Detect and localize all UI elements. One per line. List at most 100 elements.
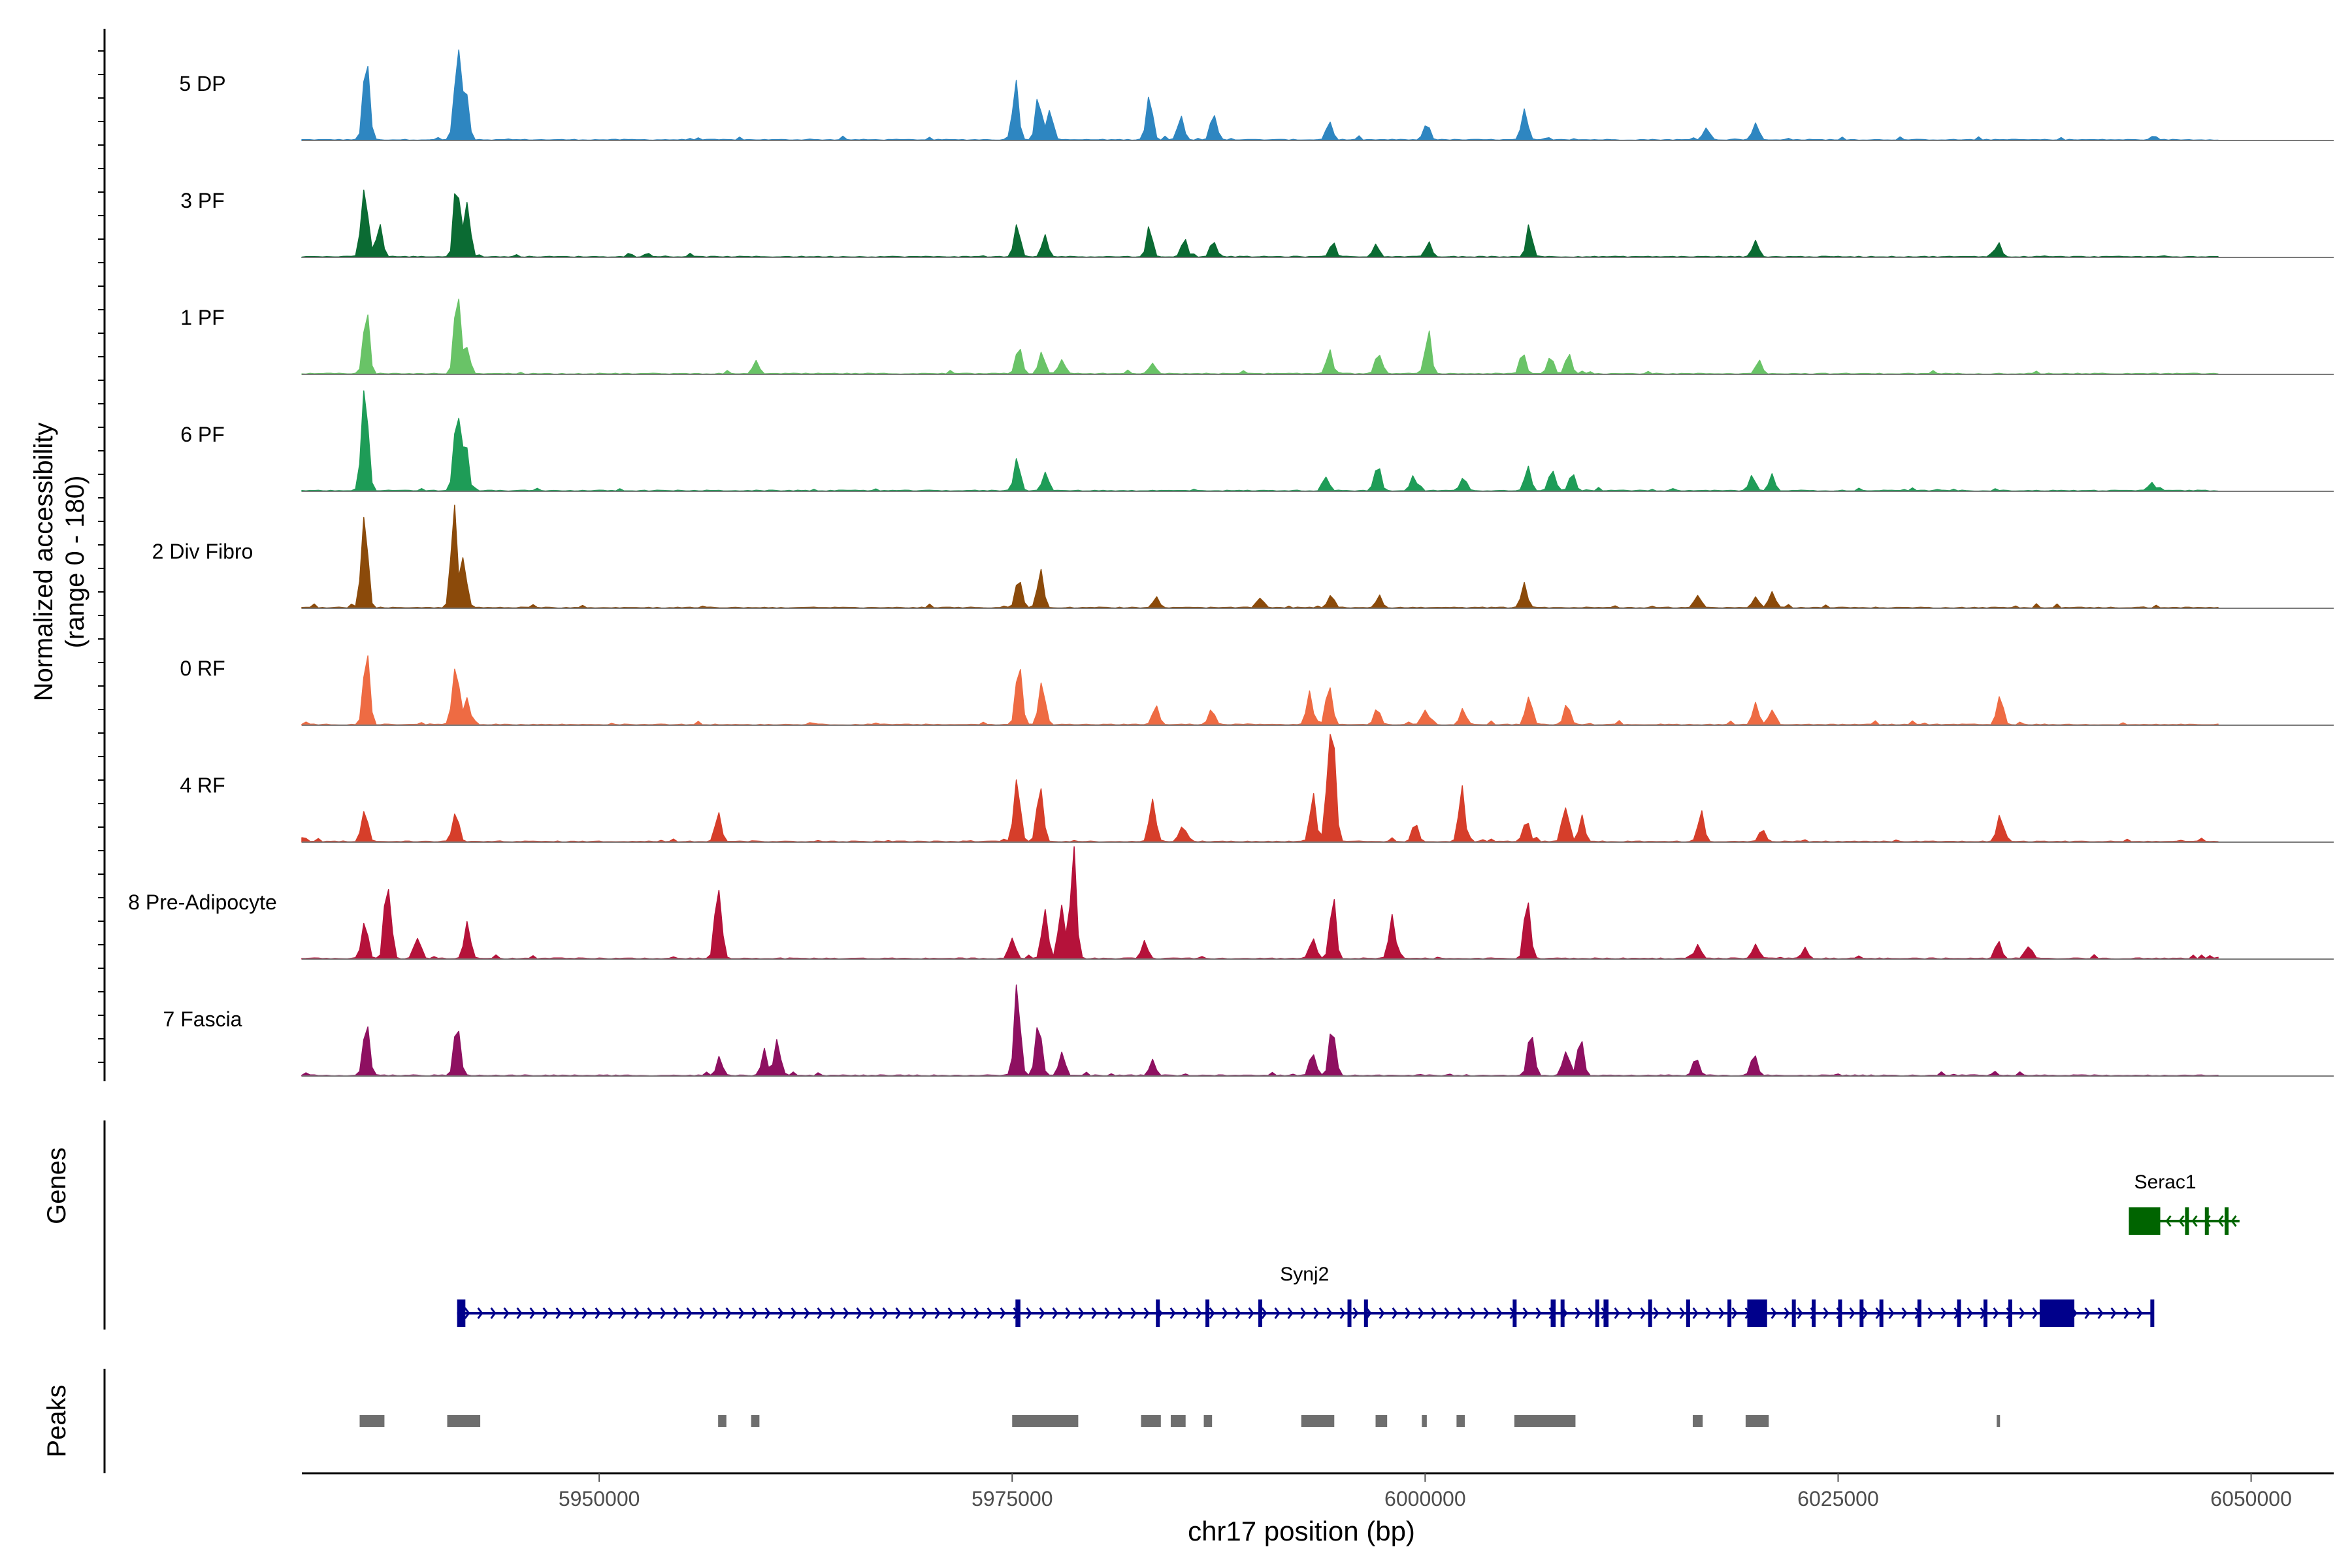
strand-arrow [1679, 1307, 1686, 1319]
gene-exon [1648, 1299, 1652, 1327]
peak-region [1745, 1415, 1769, 1427]
peak-region [718, 1415, 727, 1427]
strand-arrow [908, 1307, 915, 1319]
strand-arrow [764, 1307, 771, 1319]
x-axis-label: chr17 position (bp) [1188, 1516, 1415, 1546]
gene-synj2: Synj2 [457, 1264, 2155, 1327]
track-label: 0 RF [180, 657, 225, 680]
strand-arrow [660, 1307, 666, 1319]
peak-region [1170, 1415, 1186, 1427]
strand-arrow [1575, 1307, 1581, 1319]
strand-arrow [581, 1307, 588, 1319]
gene-exon [1727, 1299, 1732, 1327]
strand-arrow [1627, 1307, 1633, 1319]
peak-region [751, 1415, 760, 1427]
strand-arrow [1235, 1307, 1241, 1319]
strand-arrow [699, 1307, 706, 1319]
gene-name-label: Serac1 [2134, 1171, 2197, 1193]
gene-name-label: Synj2 [1280, 1264, 1329, 1285]
strand-arrow [1065, 1307, 1071, 1319]
gene-exon [1791, 1299, 1796, 1327]
track-7-fascia: 7 Fascia [163, 984, 2334, 1077]
strand-arrow [1026, 1307, 1032, 1319]
gene-exon [2150, 1299, 2155, 1327]
strand-arrow [2032, 1307, 2038, 1319]
strand-arrow [1196, 1307, 1202, 1319]
strand-arrow [516, 1307, 523, 1319]
strand-arrow [1379, 1307, 1385, 1319]
track-label: 2 Div Fibro [152, 540, 253, 563]
strand-arrow [1927, 1307, 1934, 1319]
gene-exon [1747, 1299, 1767, 1327]
strand-arrow [621, 1307, 627, 1319]
peak-region [1301, 1415, 1335, 1427]
strand-arrow [1901, 1307, 1908, 1319]
gene-exon [1156, 1299, 1160, 1327]
x-tick-label: 5950000 [559, 1487, 640, 1511]
gene-annotation-track: Genes Serac1 Synj2 [42, 1120, 2240, 1330]
track-5-dp: 5 DP [179, 49, 2334, 141]
gene-exon [2204, 1207, 2209, 1235]
strand-arrow [934, 1307, 941, 1319]
genes-label: Genes [42, 1147, 71, 1224]
strand-arrow [542, 1307, 549, 1319]
strand-arrow [1078, 1307, 1085, 1319]
strand-arrow [1130, 1307, 1137, 1319]
x-tick-label: 5975000 [972, 1487, 1053, 1511]
strand-arrow [2217, 1215, 2224, 1227]
strand-arrow [477, 1307, 483, 1319]
strand-arrow [1862, 1307, 1869, 1319]
track-4-rf: 4 RF [180, 734, 2334, 843]
strand-arrow [490, 1307, 497, 1319]
track-8-pre-adipocyte: 8 Pre-Adipocyte [128, 846, 2334, 960]
strand-arrow [1287, 1307, 1294, 1319]
strand-arrow [817, 1307, 823, 1319]
strand-arrow [1248, 1307, 1254, 1319]
gene-exon [1859, 1299, 1864, 1327]
strand-arrow [1052, 1307, 1058, 1319]
strand-arrow [1470, 1307, 1477, 1319]
strand-arrow [987, 1307, 993, 1319]
track-label: 3 PF [180, 189, 225, 212]
strand-arrow [712, 1307, 719, 1319]
peak-region [447, 1415, 481, 1427]
accessibility-tracks: 5 DP 3 PF 1 PF 6 PF 2 Div Fibro 0 RF 4 RF 8 Pre… [128, 49, 2334, 1077]
strand-arrow [2191, 1215, 2198, 1227]
strand-arrow [1209, 1307, 1215, 1319]
strand-arrow [2165, 1215, 2172, 1227]
gene-exon [1812, 1299, 1816, 1327]
strand-arrow [1104, 1307, 1111, 1319]
strand-arrow [1993, 1307, 1999, 1319]
strand-arrow [1967, 1307, 1973, 1319]
peak-region [1203, 1415, 1213, 1427]
y-axis: Normalized accessibility (range 0 - 180) [29, 29, 106, 1081]
strand-arrow [608, 1307, 614, 1319]
strand-arrow [1091, 1307, 1098, 1319]
gene-exon [1512, 1299, 1517, 1327]
strand-arrow [464, 1307, 470, 1319]
peaks-label: Peaks [42, 1384, 71, 1457]
strand-arrow [647, 1307, 653, 1319]
gene-exon [1838, 1299, 1842, 1327]
strand-arrow [1339, 1307, 1346, 1319]
strand-arrow [1352, 1307, 1359, 1319]
strand-arrow [1392, 1307, 1398, 1319]
strand-arrow [1849, 1307, 1855, 1319]
gene-exon [1258, 1299, 1262, 1327]
strand-arrow [895, 1307, 902, 1319]
strand-arrow [595, 1307, 601, 1319]
strand-arrow [1771, 1307, 1777, 1319]
peak-region [1422, 1415, 1427, 1427]
track-label: 5 DP [179, 72, 225, 95]
strand-arrow [2136, 1307, 2143, 1319]
x-tick-label: 6000000 [1384, 1487, 1466, 1511]
gene-exon [2039, 1299, 2075, 1327]
strand-arrow [634, 1307, 640, 1319]
x-axis: chr17 position (bp) 5950000 5975000 600000… [302, 1472, 2334, 1546]
strand-arrow [2019, 1307, 2025, 1319]
strand-arrow [843, 1307, 849, 1319]
strand-arrow [2178, 1215, 2185, 1227]
strand-arrow [1169, 1307, 1176, 1319]
strand-arrow [1823, 1307, 1829, 1319]
